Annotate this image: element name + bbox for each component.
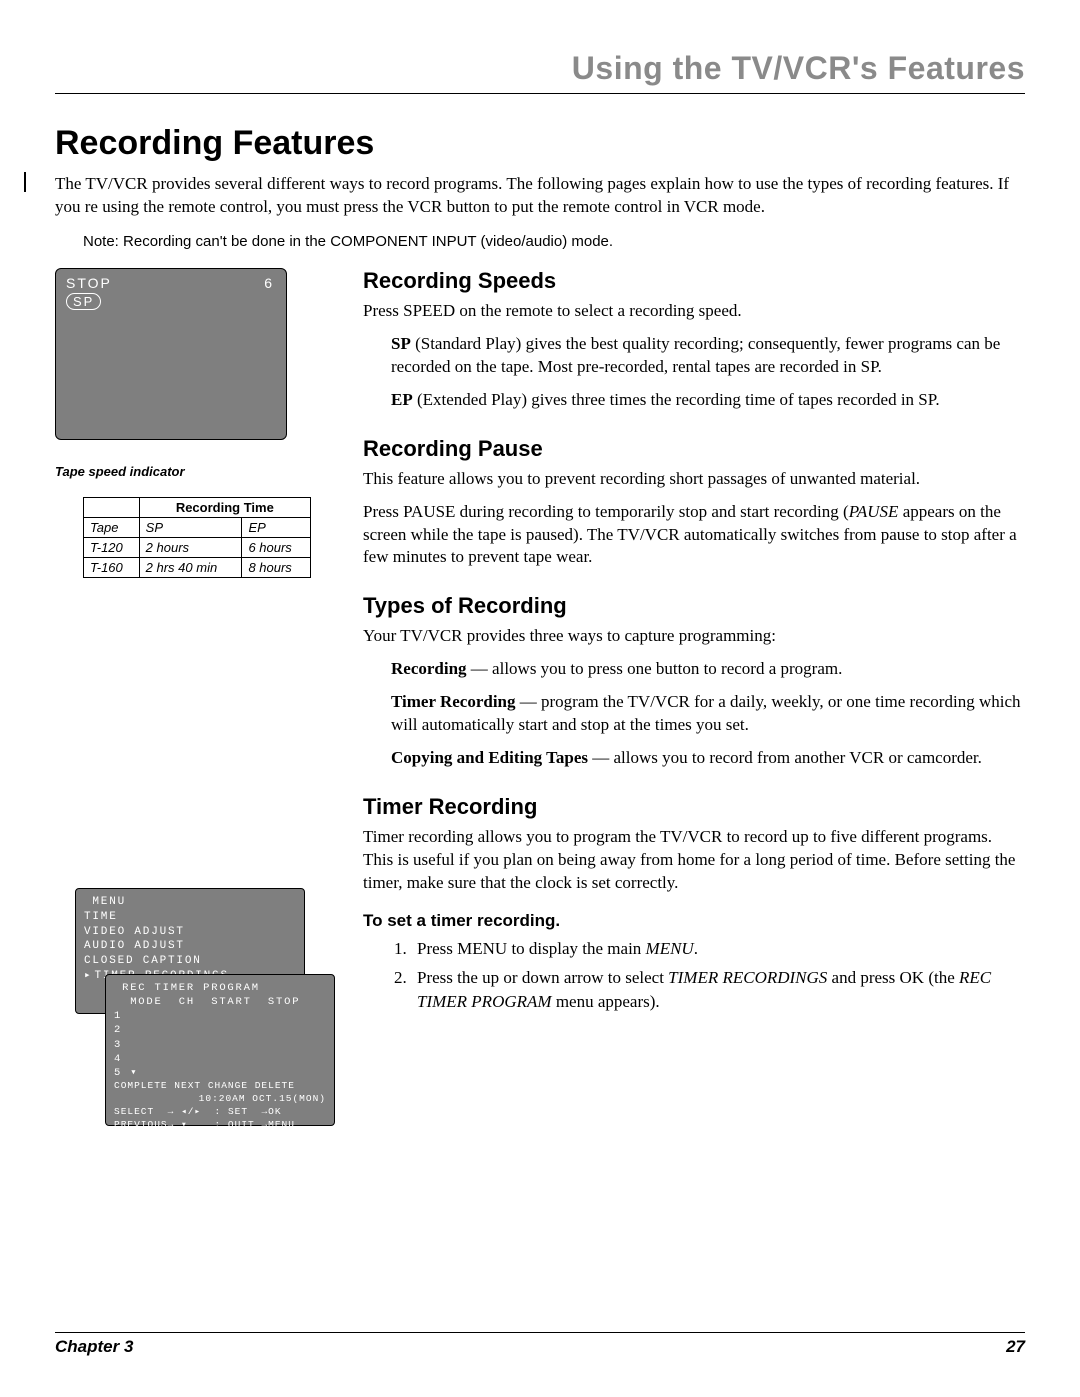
steps-list: Press MENU to display the main MENU. Pre…: [411, 937, 1025, 1015]
menu-line: VIDEO ADJUST: [84, 925, 296, 940]
type-label: Recording: [391, 659, 467, 678]
menu-line: AUDIO ADJUST: [84, 939, 296, 954]
menu-screenshot: MENU TIME VIDEO ADJUST AUDIO ADJUST CLOS…: [75, 888, 335, 1128]
menu-front: REC TIMER PROGRAM MODE CH START STOP 1 2…: [105, 974, 335, 1126]
pause-italic: PAUSE: [849, 502, 899, 521]
table-cell: 2 hours: [139, 537, 242, 557]
type-item: Copying and Editing Tapes — allows you t…: [391, 747, 1025, 770]
section-heading: Types of Recording: [363, 593, 1025, 619]
sp-text: (Standard Play) gives the best quality r…: [391, 334, 1000, 376]
recording-speeds-section: Recording Speeds Press SPEED on the remo…: [363, 268, 1025, 412]
section-heading: Timer Recording: [363, 794, 1025, 820]
page-header: Using the TV/VCR's Features: [55, 50, 1025, 87]
ep-label: EP: [391, 390, 413, 409]
menu-line: 2: [114, 1023, 326, 1037]
menu-line: MENU: [84, 895, 296, 910]
type-label: Copying and Editing Tapes: [391, 748, 588, 767]
text: .: [694, 939, 698, 958]
paragraph: This feature allows you to prevent recor…: [363, 468, 1025, 491]
paragraph: SP (Standard Play) gives the best qualit…: [391, 333, 1025, 379]
table-cell: 6 hours: [242, 537, 311, 557]
menu-line: 1: [114, 1009, 326, 1023]
text: menu appears).: [552, 992, 660, 1011]
section-heading: Recording Pause: [363, 436, 1025, 462]
table-cell: [84, 497, 140, 517]
table-cell: SP: [139, 517, 242, 537]
type-item: Recording — allows you to press one butt…: [391, 658, 1025, 681]
menu-line: CLOSED CAPTION: [84, 954, 296, 969]
types-section: Types of Recording Your TV/VCR provides …: [363, 593, 1025, 770]
menu-line: TIME: [84, 910, 296, 925]
table-cell: 2 hrs 40 min: [139, 557, 242, 577]
menu-nav: SELECT → ◂/▸ : SET →OK: [114, 1106, 326, 1119]
type-label: Timer Recording: [391, 692, 516, 711]
timer-section: Timer Recording Timer recording allows y…: [363, 794, 1025, 1015]
paragraph: Press SPEED on the remote to select a re…: [363, 300, 1025, 323]
type-item: Timer Recording — program the TV/VCR for…: [391, 691, 1025, 737]
menu-nav: PREVIOUS→ ▾ : QUIT →MENU: [114, 1119, 326, 1132]
table-cell: EP: [242, 517, 311, 537]
italic: TIMER RECORDINGS: [668, 968, 827, 987]
osd-speed-badge: SP: [66, 293, 101, 310]
recording-pause-section: Recording Pause This feature allows you …: [363, 436, 1025, 570]
ep-text: (Extended Play) gives three times the re…: [413, 390, 940, 409]
table-header: Recording Time: [139, 497, 310, 517]
main-heading: Recording Features: [55, 124, 1025, 163]
text: Press MENU to display the main: [417, 939, 646, 958]
sub-heading: To set a timer recording.: [363, 911, 1025, 931]
page-footer: Chapter 3 27: [55, 1332, 1025, 1357]
step-item: Press MENU to display the main MENU.: [411, 937, 1025, 962]
header-rule: [55, 93, 1025, 94]
paragraph: Timer recording allows you to program th…: [363, 826, 1025, 895]
pointer-line: [24, 172, 26, 192]
menu-line: 4: [114, 1052, 326, 1066]
paragraph: Press PAUSE during recording to temporar…: [363, 501, 1025, 570]
note-line: Note: Recording can't be done in the COM…: [83, 233, 1025, 250]
italic: MENU: [646, 939, 694, 958]
menu-line: REC TIMER PROGRAM: [114, 981, 326, 995]
sp-label: SP: [391, 334, 411, 353]
osd-stop: STOP: [66, 275, 112, 291]
table-cell: T-160: [84, 557, 140, 577]
menu-time: 10:20AM OCT.15(MON): [114, 1093, 326, 1106]
paragraph: EP (Extended Play) gives three times the…: [391, 389, 1025, 412]
recording-time-table: Recording Time Tape SP EP T-120 2 hours …: [83, 497, 311, 578]
page-number: 27: [1006, 1337, 1025, 1357]
text: Press the up or down arrow to select: [417, 968, 668, 987]
table-cell: T-120: [84, 537, 140, 557]
section-heading: Recording Speeds: [363, 268, 1025, 294]
intro-paragraph: The TV/VCR provides several different wa…: [55, 173, 1025, 219]
type-text: — allows you to record from another VCR …: [588, 748, 982, 767]
tape-speed-caption: Tape speed indicator: [55, 464, 335, 479]
paragraph: Your TV/VCR provides three ways to captu…: [363, 625, 1025, 648]
text: Press PAUSE during recording to temporar…: [363, 502, 849, 521]
osd-channel: 6: [264, 275, 274, 291]
type-text: — allows you to press one button to reco…: [467, 659, 843, 678]
step-item: Press the up or down arrow to select TIM…: [411, 966, 1025, 1015]
table-cell: Tape: [84, 517, 140, 537]
menu-line: 5 ▾: [114, 1066, 326, 1080]
tape-speed-screenshot: STOP 6 SP: [55, 268, 287, 440]
table-cell: 8 hours: [242, 557, 311, 577]
menu-line: MODE CH START STOP: [114, 995, 326, 1009]
menu-line: COMPLETE NEXT CHANGE DELETE: [114, 1080, 326, 1093]
menu-line: 3: [114, 1038, 326, 1052]
text: and press OK (the: [827, 968, 959, 987]
chapter-label: Chapter 3: [55, 1337, 133, 1357]
